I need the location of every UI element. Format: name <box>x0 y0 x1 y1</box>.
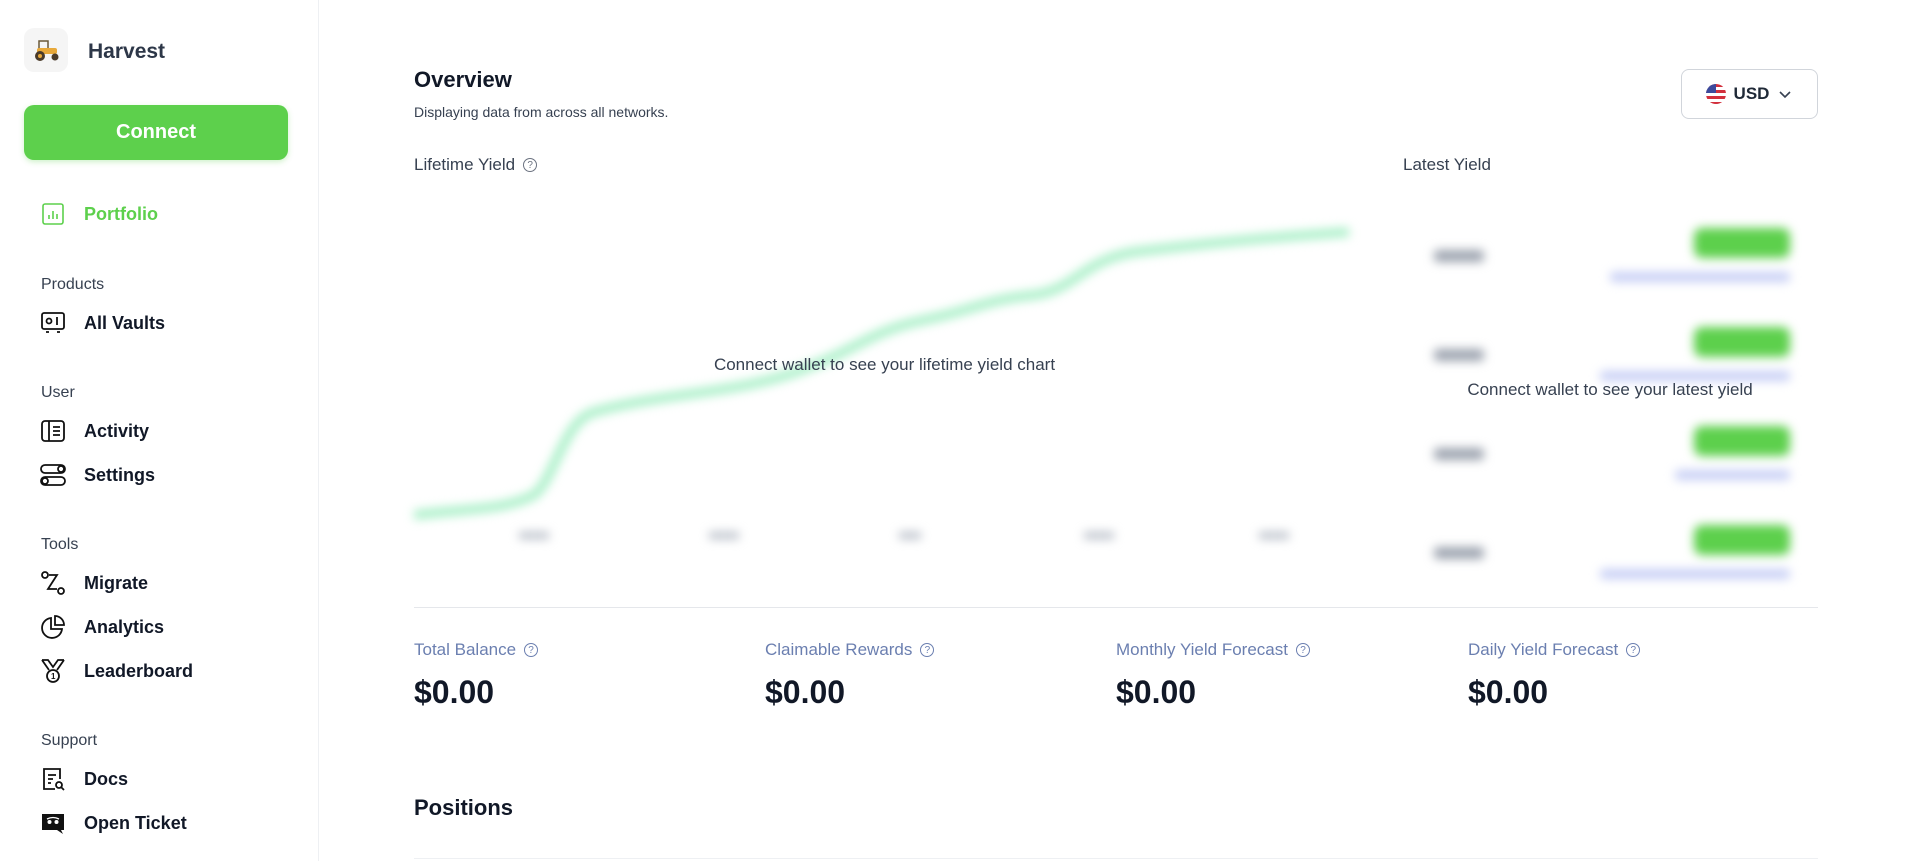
lifetime-yield-chart-placeholder: Connect wallet to see your lifetime yiel… <box>413 190 1355 560</box>
brand-name: Harvest <box>88 40 166 63</box>
pie-chart-icon <box>41 615 65 639</box>
stat-value: $0.00 <box>1468 674 1549 710</box>
lifetime-yield-heading: Lifetime Yield ? <box>414 155 538 175</box>
stat-label: Monthly Yield Forecast <box>1116 640 1288 659</box>
sidebar-item-label: Portfolio <box>84 203 158 224</box>
blurred-chart <box>413 227 1350 539</box>
discord-icon <box>42 814 64 834</box>
stat-value: $0.00 <box>1116 674 1197 710</box>
tractor-icon <box>35 40 59 61</box>
vault-icon <box>41 312 65 333</box>
sidebar: Harvest Connect Portfolio Products All V… <box>0 0 319 861</box>
stat-value: $0.00 <box>414 674 495 710</box>
sidebar-item-label: All Vaults <box>84 312 166 333</box>
divider <box>414 607 1818 608</box>
list-item <box>1420 416 1790 516</box>
stat-value: $0.00 <box>765 674 846 710</box>
sidebar-item-label: Migrate <box>84 572 149 593</box>
sidebar-item-analytics[interactable]: Analytics <box>40 614 164 640</box>
sidebar-item-label: Settings <box>84 464 156 485</box>
sidebar-item-migrate[interactable]: Migrate <box>40 570 148 596</box>
sidebar-item-settings[interactable]: Settings <box>40 462 155 488</box>
stat-monthly-yield-forecast: Monthly Yield Forecast? $0.00 <box>1116 640 1310 711</box>
currency-select[interactable]: USD <box>1681 69 1818 119</box>
sidebar-item-label: Analytics <box>84 616 165 637</box>
help-icon[interactable]: ? <box>523 158 538 172</box>
stat-daily-yield-forecast: Daily Yield Forecast? $0.00 <box>1468 640 1641 711</box>
sidebar-item-label: Open Ticket <box>84 812 187 833</box>
connect-button[interactable]: Connect <box>24 105 288 160</box>
sidebar-item-leaderboard[interactable]: 1 Leaderboard <box>40 658 193 684</box>
sidebar-item-activity[interactable]: Activity <box>40 418 149 444</box>
stat-claimable-rewards: Claimable Rewards? $0.00 <box>765 640 935 711</box>
stat-label: Claimable Rewards <box>765 640 913 659</box>
section-user: User <box>41 384 75 401</box>
stat-total-balance: Total Balance? $0.00 <box>414 640 539 711</box>
stat-label: Total Balance <box>414 640 517 659</box>
activity-icon <box>41 420 65 442</box>
currency-label: USD <box>1733 84 1770 103</box>
list-item <box>1420 515 1790 615</box>
positions-table-border <box>414 858 1818 859</box>
lifetime-yield-title: Lifetime Yield <box>414 155 516 174</box>
latest-yield-title: Latest Yield <box>1403 155 1491 174</box>
list-item <box>1420 218 1790 318</box>
section-products: Products <box>41 276 105 293</box>
toggles-icon <box>40 464 66 486</box>
lifetime-yield-connect-message: Connect wallet to see your lifetime yiel… <box>713 355 1056 374</box>
latest-yield-connect-message: Connect wallet to see your latest yield <box>1467 380 1753 399</box>
bar-chart-icon <box>42 203 64 225</box>
section-support: Support <box>41 732 98 749</box>
sidebar-item-open-ticket[interactable]: Open Ticket <box>40 810 187 836</box>
migrate-icon <box>41 571 65 595</box>
chevron-down-icon <box>1779 91 1792 99</box>
sidebar-item-label: Leaderboard <box>84 660 194 681</box>
help-icon[interactable]: ? <box>1295 643 1310 657</box>
help-icon[interactable]: ? <box>1626 643 1641 657</box>
sidebar-item-all-vaults[interactable]: All Vaults <box>40 310 165 336</box>
us-flag-icon <box>1705 84 1726 104</box>
latest-yield-placeholder: Connect wallet to see your latest yield <box>1420 210 1790 580</box>
harvest-logo[interactable] <box>24 28 68 72</box>
sidebar-item-portfolio[interactable]: Portfolio <box>40 201 158 227</box>
section-tools: Tools <box>41 536 79 553</box>
help-icon[interactable]: ? <box>524 643 539 657</box>
positions-title: Positions <box>414 795 514 820</box>
docs-search-icon <box>43 768 65 791</box>
latest-yield-heading: Latest Yield <box>1403 155 1491 175</box>
stat-label: Daily Yield Forecast <box>1468 640 1619 659</box>
sidebar-item-label: Activity <box>84 420 150 441</box>
page-title: Overview <box>414 67 512 92</box>
svg-text:1: 1 <box>51 672 56 681</box>
list-item <box>1420 317 1790 417</box>
page-subtitle: Displaying data from across all networks… <box>414 104 669 120</box>
sidebar-item-docs[interactable]: Docs <box>40 766 128 792</box>
help-icon[interactable]: ? <box>920 643 935 657</box>
medal-icon: 1 <box>41 659 65 683</box>
sidebar-item-label: Docs <box>84 768 129 789</box>
